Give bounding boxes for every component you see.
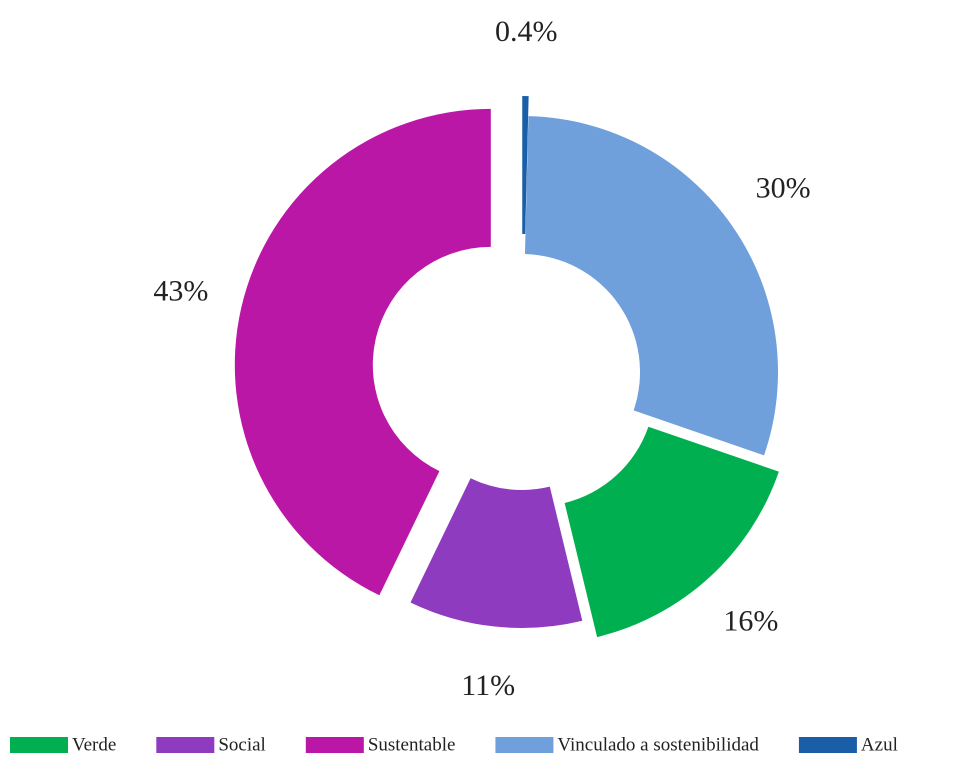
- value-label: 43%: [153, 275, 208, 308]
- slice: [522, 96, 529, 235]
- value-label: 30%: [756, 171, 811, 204]
- slice: [234, 108, 491, 596]
- legend-label: Sustentable: [368, 734, 456, 755]
- slice: [524, 116, 778, 456]
- legend-label: Social: [218, 734, 266, 755]
- legend-swatch: [10, 737, 68, 753]
- slice: [564, 426, 779, 638]
- legend-swatch: [495, 737, 554, 753]
- legend-label: Vinculado a sostenibilidad: [557, 734, 759, 755]
- slice: [410, 478, 583, 628]
- legend-swatch: [156, 737, 215, 753]
- value-label: 16%: [723, 604, 778, 637]
- value-label: 11%: [461, 669, 515, 702]
- legend-label: Verde: [72, 734, 116, 755]
- legend-label: Azul: [861, 734, 898, 755]
- legend-swatch: [305, 737, 364, 753]
- value-label: 0.4%: [495, 15, 558, 48]
- legend-swatch: [798, 737, 857, 753]
